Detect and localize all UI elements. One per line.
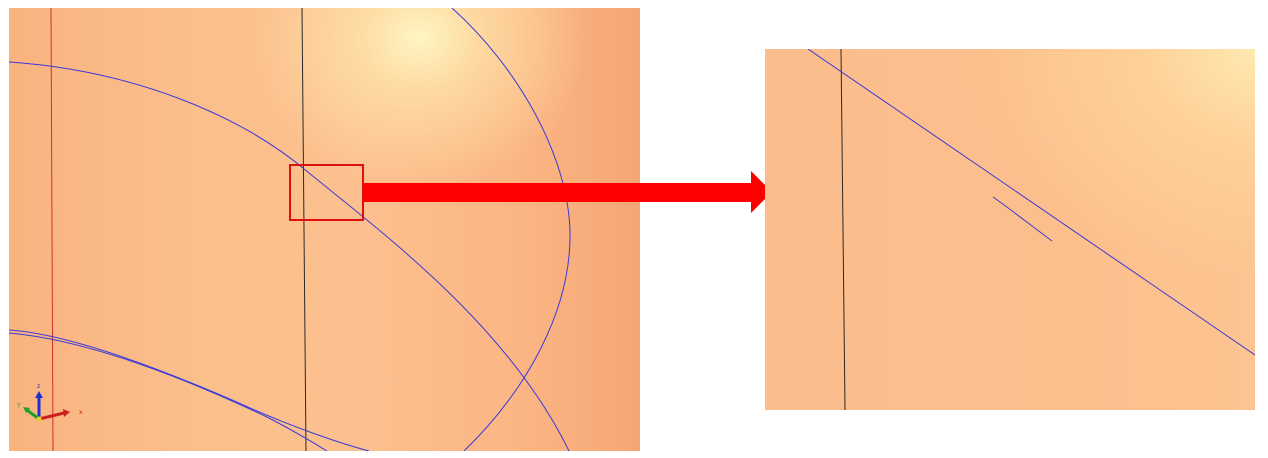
arc-curve-lower-b [9, 332, 328, 451]
arc-curve-lower-a [9, 329, 370, 451]
vertical-line [301, 8, 307, 451]
zoom-viewport-background [765, 49, 1255, 410]
arc-curve-right [451, 8, 571, 451]
left-edge-line [50, 8, 54, 451]
geometry-canvas [9, 8, 571, 451]
zoom-highlight-box[interactable] [289, 164, 364, 221]
zoom-vertical-line [840, 49, 846, 410]
main-3d-viewport[interactable]: z x y [9, 8, 640, 451]
zoomed-detail-viewport[interactable] [765, 49, 1255, 410]
axis-label-x: x [79, 409, 83, 416]
viewport-background [9, 8, 640, 451]
zoom-curve-main [807, 49, 1255, 356]
arc-curve-upper [9, 61, 570, 451]
xyz-axis-triad-icon: z x y [17, 383, 83, 422]
axis-label-y: y [17, 401, 21, 408]
axis-label-z: z [37, 383, 40, 390]
zoom-curve-secondary [992, 196, 1053, 242]
zoom-geometry-canvas [807, 49, 1255, 410]
